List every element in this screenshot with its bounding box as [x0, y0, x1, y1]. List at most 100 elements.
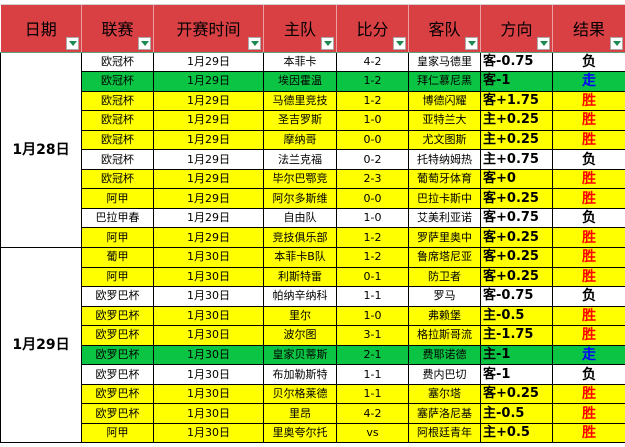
league-cell[interactable]: 欧罗巴杯: [81, 364, 154, 385]
score-cell[interactable]: vs: [336, 422, 409, 444]
result-cell[interactable]: 胜: [552, 90, 625, 112]
score-cell[interactable]: 1-0: [336, 207, 409, 229]
result-cell[interactable]: 胜: [552, 129, 625, 151]
league-cell[interactable]: 欧罗巴杯: [81, 325, 154, 346]
dir-cell[interactable]: 主+0.25: [480, 110, 553, 131]
result-cell[interactable]: 胜: [552, 403, 625, 424]
time-cell[interactable]: 1月29日: [153, 207, 264, 229]
away-cell[interactable]: 费内巴切: [408, 364, 481, 385]
time-cell[interactable]: 1月30日: [153, 383, 264, 405]
time-cell[interactable]: 1月29日: [153, 51, 264, 73]
filter-dropdown-button[interactable]: [321, 36, 334, 50]
time-cell[interactable]: 1月29日: [153, 110, 264, 131]
dir-cell[interactable]: 主+0.5: [480, 422, 553, 444]
time-cell[interactable]: 1月30日: [153, 325, 264, 346]
home-cell[interactable]: 摩纳哥: [263, 129, 337, 151]
result-cell[interactable]: 胜: [552, 188, 625, 209]
result-cell[interactable]: 负: [552, 51, 625, 73]
home-cell[interactable]: 里昂: [263, 403, 337, 424]
score-cell[interactable]: 1-2: [336, 90, 409, 112]
away-cell[interactable]: 塞萨洛尼基: [408, 403, 481, 424]
home-cell[interactable]: 毕尔巴鄂竞: [263, 168, 337, 190]
away-cell[interactable]: 费耶诺德: [408, 344, 481, 366]
away-cell[interactable]: 塞尔塔: [408, 383, 481, 405]
away-cell[interactable]: 防卫者: [408, 266, 481, 288]
home-cell[interactable]: 贝尔格莱德: [263, 383, 337, 405]
away-cell[interactable]: 弗赖堡: [408, 305, 481, 327]
time-cell[interactable]: 1月30日: [153, 422, 264, 444]
home-cell[interactable]: 帕纳辛纳科: [263, 286, 337, 307]
time-cell[interactable]: 1月29日: [153, 71, 264, 92]
away-cell[interactable]: 巴拉卡斯中: [408, 188, 481, 209]
score-cell[interactable]: 1-1: [336, 286, 409, 307]
dir-cell[interactable]: 客+0: [480, 168, 553, 190]
league-cell[interactable]: 葡甲: [81, 246, 154, 268]
dir-cell[interactable]: 主-0.5: [480, 305, 553, 327]
time-cell[interactable]: 1月30日: [153, 305, 264, 327]
result-cell[interactable]: 负: [552, 207, 625, 229]
away-cell[interactable]: 葡萄牙体育: [408, 168, 481, 190]
score-cell[interactable]: 4-2: [336, 403, 409, 424]
league-cell[interactable]: 欧冠杯: [81, 71, 154, 92]
score-cell[interactable]: 1-2: [336, 71, 409, 92]
dir-cell[interactable]: 主-1.75: [480, 325, 553, 346]
score-cell[interactable]: 0-0: [336, 188, 409, 209]
away-cell[interactable]: 托特纳姆热: [408, 149, 481, 170]
filter-dropdown-button[interactable]: [248, 36, 261, 50]
dir-cell[interactable]: 客+0.25: [480, 383, 553, 405]
dir-cell[interactable]: 客+0.25: [480, 266, 553, 288]
time-cell[interactable]: 1月29日: [153, 188, 264, 209]
result-cell[interactable]: 胜: [552, 383, 625, 405]
home-cell[interactable]: 埃因霍温: [263, 71, 337, 92]
score-cell[interactable]: 1-2: [336, 227, 409, 248]
league-cell[interactable]: 欧冠杯: [81, 168, 154, 190]
home-cell[interactable]: 本菲卡: [263, 51, 337, 73]
time-cell[interactable]: 1月29日: [153, 168, 264, 190]
home-cell[interactable]: 竞技俱乐部: [263, 227, 337, 248]
filter-dropdown-button[interactable]: [610, 36, 623, 50]
result-cell[interactable]: 胜: [552, 168, 625, 190]
dir-cell[interactable]: 主+0.75: [480, 149, 553, 170]
league-cell[interactable]: 欧冠杯: [81, 110, 154, 131]
result-cell[interactable]: 走: [552, 344, 625, 366]
away-cell[interactable]: 格拉斯哥流: [408, 325, 481, 346]
dir-cell[interactable]: 客-0.75: [480, 286, 553, 307]
score-cell[interactable]: 1-0: [336, 305, 409, 327]
score-cell[interactable]: 0-1: [336, 266, 409, 288]
score-cell[interactable]: 4-2: [336, 51, 409, 73]
dir-cell[interactable]: 客-1: [480, 71, 553, 92]
time-cell[interactable]: 1月30日: [153, 403, 264, 424]
dir-cell[interactable]: 客+0.75: [480, 207, 553, 229]
time-cell[interactable]: 1月30日: [153, 246, 264, 268]
league-cell[interactable]: 阿甲: [81, 227, 154, 248]
dir-cell[interactable]: 客+0.25: [480, 246, 553, 268]
league-cell[interactable]: 欧罗巴杯: [81, 344, 154, 366]
home-cell[interactable]: 圣吉罗斯: [263, 110, 337, 131]
home-cell[interactable]: 里奥夸尔托: [263, 422, 337, 444]
filter-dropdown-button[interactable]: [465, 36, 478, 50]
score-cell[interactable]: 1-2: [336, 246, 409, 268]
filter-dropdown-button[interactable]: [393, 36, 406, 50]
away-cell[interactable]: 亚特兰大: [408, 110, 481, 131]
result-cell[interactable]: 负: [552, 286, 625, 307]
league-cell[interactable]: 欧冠杯: [81, 51, 154, 73]
score-cell[interactable]: 1-1: [336, 364, 409, 385]
time-cell[interactable]: 1月30日: [153, 344, 264, 366]
dir-cell[interactable]: 客+1.75: [480, 90, 553, 112]
home-cell[interactable]: 自由队: [263, 207, 337, 229]
date-cell[interactable]: 1月29日: [0, 246, 82, 444]
time-cell[interactable]: 1月30日: [153, 286, 264, 307]
time-cell[interactable]: 1月30日: [153, 266, 264, 288]
league-cell[interactable]: 欧冠杯: [81, 129, 154, 151]
league-cell[interactable]: 阿甲: [81, 188, 154, 209]
score-cell[interactable]: 0-2: [336, 149, 409, 170]
dir-cell[interactable]: 主+0.25: [480, 129, 553, 151]
filter-dropdown-button[interactable]: [537, 36, 550, 50]
score-cell[interactable]: 2-1: [336, 344, 409, 366]
league-cell[interactable]: 阿甲: [81, 422, 154, 444]
filter-dropdown-button[interactable]: [66, 36, 79, 50]
league-cell[interactable]: 欧罗巴杯: [81, 403, 154, 424]
dir-cell[interactable]: 主-0.5: [480, 403, 553, 424]
score-cell[interactable]: 3-1: [336, 325, 409, 346]
league-cell[interactable]: 欧冠杯: [81, 90, 154, 112]
